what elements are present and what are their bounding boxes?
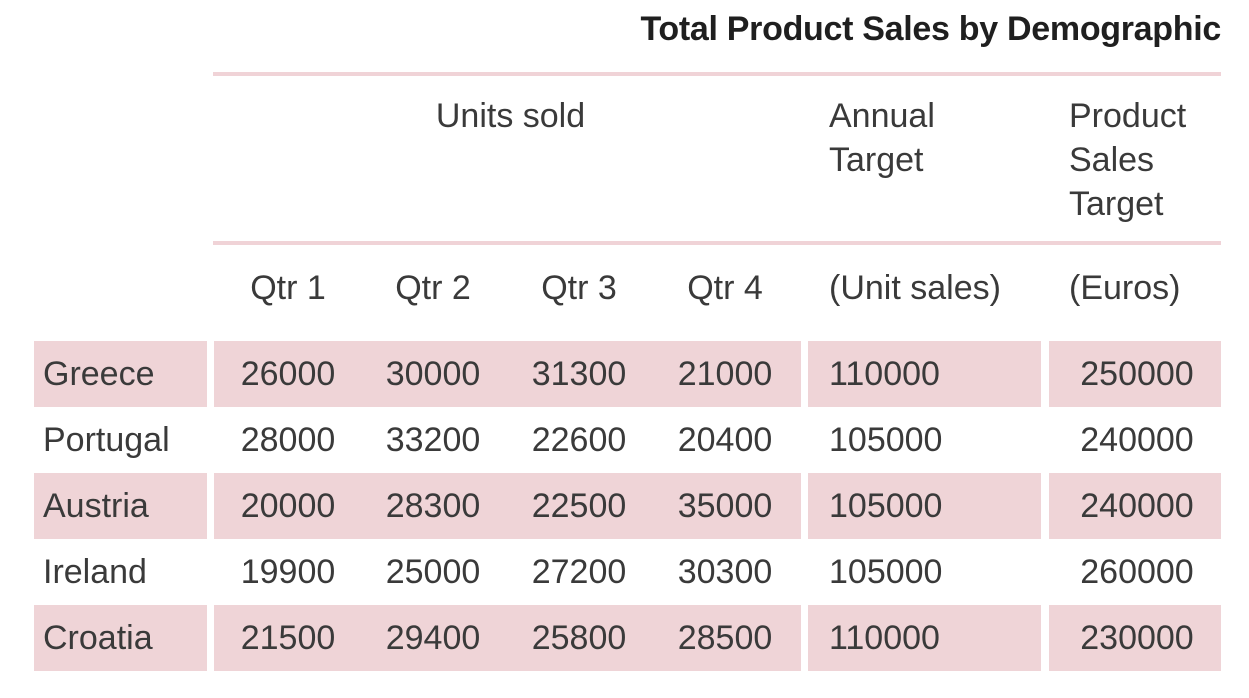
row-highlight-croatia-3 — [1049, 605, 1221, 671]
row-highlight-croatia-1 — [214, 605, 801, 671]
cell-austria--unit-sales-: 105000 — [829, 487, 943, 525]
row-highlight-croatia-0 — [34, 605, 207, 671]
cell-austria-qtr-2: 28300 — [385, 487, 481, 525]
units-sold-header: Units sold — [435, 97, 586, 135]
header-mid-rule — [213, 241, 1221, 245]
cell-portugal-qtr-3: 22600 — [531, 421, 627, 459]
cell-greece-qtr-4: 21000 — [677, 355, 773, 393]
column-header-qtr-3: Qtr 3 — [541, 269, 617, 307]
row-label-ireland: Ireland — [43, 553, 147, 591]
cell-portugal-qtr-2: 33200 — [385, 421, 481, 459]
column-header-unit-sales: (Unit sales) — [829, 269, 1001, 307]
cell-croatia-qtr-2: 29400 — [385, 619, 481, 657]
sales-target-header-line-1: Product — [1069, 97, 1187, 135]
column-header-qtr-4: Qtr 4 — [687, 269, 763, 307]
sales-target-header-line-2: Sales — [1069, 141, 1155, 179]
column-header-qtr-1: Qtr 1 — [250, 269, 326, 307]
cell-austria-qtr-3: 22500 — [531, 487, 627, 525]
annual-target-header-line-2: Target — [829, 141, 924, 179]
cell-greece-qtr-3: 31300 — [531, 355, 627, 393]
cell-greece-qtr-1: 26000 — [240, 355, 336, 393]
sales-target-header-line-3: Target — [1069, 185, 1164, 223]
row-highlight-austria-0 — [34, 473, 207, 539]
row-highlight-greece-2 — [808, 341, 1041, 407]
row-highlight-croatia-2 — [808, 605, 1041, 671]
cell-portugal-qtr-1: 28000 — [240, 421, 336, 459]
row-label-portugal: Portugal — [43, 421, 170, 459]
cell-ireland--euros-: 260000 — [1080, 553, 1194, 591]
cell-portugal--unit-sales-: 105000 — [829, 421, 943, 459]
table-title: Total Product Sales by Demographic — [640, 10, 1221, 48]
cell-croatia-qtr-4: 28500 — [677, 619, 773, 657]
row-highlight-austria-1 — [214, 473, 801, 539]
row-highlight-greece-3 — [1049, 341, 1221, 407]
cell-portugal-qtr-4: 20400 — [677, 421, 773, 459]
cell-croatia-qtr-3: 25800 — [531, 619, 627, 657]
cell-ireland-qtr-4: 30300 — [677, 553, 773, 591]
cell-austria-qtr-4: 35000 — [677, 487, 773, 525]
sales-target-header: Product Sales Target — [1069, 94, 1186, 226]
row-highlight-greece-0 — [34, 341, 207, 407]
column-header-qtr-2: Qtr 2 — [395, 269, 471, 307]
cell-ireland-qtr-3: 27200 — [531, 553, 627, 591]
cell-portugal--euros-: 240000 — [1080, 421, 1194, 459]
annual-target-header: Annual Target — [829, 94, 935, 182]
cell-greece--euros-: 250000 — [1080, 355, 1194, 393]
cell-ireland-qtr-2: 25000 — [385, 553, 481, 591]
row-highlight-austria-3 — [1049, 473, 1221, 539]
cell-austria-qtr-1: 20000 — [240, 487, 336, 525]
cell-croatia--euros-: 230000 — [1080, 619, 1194, 657]
row-label-austria: Austria — [43, 487, 149, 525]
annual-target-header-line-1: Annual — [829, 97, 935, 135]
cell-croatia--unit-sales-: 110000 — [829, 619, 940, 657]
header-top-rule — [213, 72, 1221, 76]
cell-ireland--unit-sales-: 105000 — [829, 553, 943, 591]
cell-croatia-qtr-1: 21500 — [240, 619, 336, 657]
cell-ireland-qtr-1: 19900 — [240, 553, 336, 591]
row-highlight-austria-2 — [808, 473, 1041, 539]
cell-greece--unit-sales-: 110000 — [829, 355, 940, 393]
row-highlight-greece-1 — [214, 341, 801, 407]
column-header-euros: (Euros) — [1069, 269, 1181, 307]
row-label-croatia: Croatia — [43, 619, 153, 657]
cell-greece-qtr-2: 30000 — [385, 355, 481, 393]
row-label-greece: Greece — [43, 355, 155, 393]
cell-austria--euros-: 240000 — [1080, 487, 1194, 525]
